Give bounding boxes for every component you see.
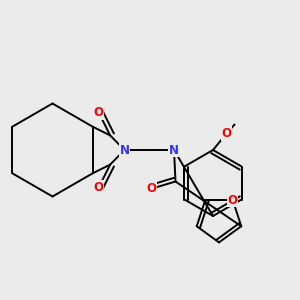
Text: O: O (228, 194, 238, 207)
Text: O: O (94, 181, 104, 194)
Text: O: O (221, 127, 232, 140)
Text: N: N (119, 143, 130, 157)
Text: O: O (94, 106, 104, 119)
Text: N: N (169, 143, 179, 157)
Text: O: O (146, 182, 156, 195)
